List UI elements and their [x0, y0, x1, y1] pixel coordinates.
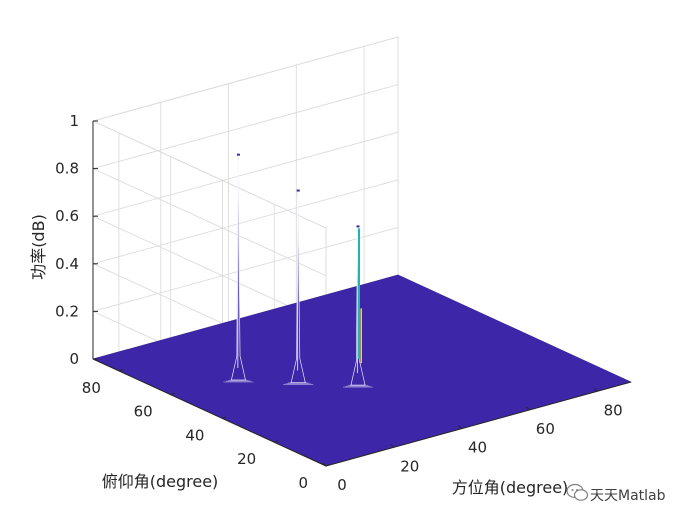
y-tick: [170, 392, 175, 396]
x-tick: [593, 387, 598, 392]
y-tick: [222, 416, 227, 419]
y-tick-label: 60: [134, 403, 153, 421]
wechat-icon: [566, 483, 589, 501]
grid-line-z: [92, 120, 327, 229]
y-tick: [274, 440, 279, 443]
grid-line-z: [92, 179, 399, 265]
z-tick-label: 1: [69, 112, 79, 130]
x-tick-label: 60: [536, 420, 555, 438]
x-tick-label: 40: [468, 439, 487, 457]
peak-body: [290, 190, 306, 383]
peak-body: [230, 154, 246, 381]
watermark: 天天Matlab: [566, 483, 666, 504]
y-axis-line: [92, 358, 327, 467]
grid-line-z: [92, 168, 327, 277]
x-tick-label: 0: [337, 476, 347, 494]
grid-line-z: [92, 226, 399, 312]
z-tick-label: 0.2: [55, 302, 79, 320]
x-tick: [322, 462, 327, 467]
y-axis-label: 俯仰角(degree): [102, 472, 219, 491]
x-tick: [390, 443, 395, 448]
x-axis-line: [325, 381, 632, 467]
x-axis-label: 方位角(degree): [452, 478, 569, 497]
z-tick-label: 0: [69, 350, 79, 368]
grid-line-z: [92, 84, 399, 170]
y-tick-label: 40: [185, 426, 204, 444]
watermark-text: 天天Matlab: [590, 488, 666, 504]
y-tick-label: 80: [82, 379, 101, 397]
grid-line-z: [92, 131, 399, 217]
z-axis-label: 功率(dB): [29, 214, 48, 280]
y-tick: [325, 464, 331, 467]
x-tick-label: 80: [604, 401, 623, 419]
y-tick-label: 20: [237, 450, 256, 468]
z-tick-label: 0.8: [55, 160, 79, 178]
x-tick: [458, 425, 462, 430]
surface-peak: [283, 189, 314, 385]
y-tick: [118, 368, 124, 372]
axis-layer: [92, 120, 632, 467]
surface-peak: [343, 225, 373, 388]
x-tick-label: 20: [400, 457, 419, 475]
y-tick-label: 0: [298, 474, 308, 492]
surface-peak: [223, 153, 254, 383]
grid-line-z: [92, 36, 399, 122]
x-tick: [525, 406, 530, 411]
z-tick-label: 0.4: [55, 255, 79, 273]
z-tick-label: 0.6: [55, 207, 79, 225]
